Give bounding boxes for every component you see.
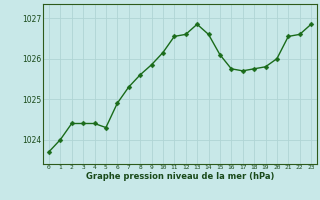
X-axis label: Graphe pression niveau de la mer (hPa): Graphe pression niveau de la mer (hPa): [86, 172, 274, 181]
